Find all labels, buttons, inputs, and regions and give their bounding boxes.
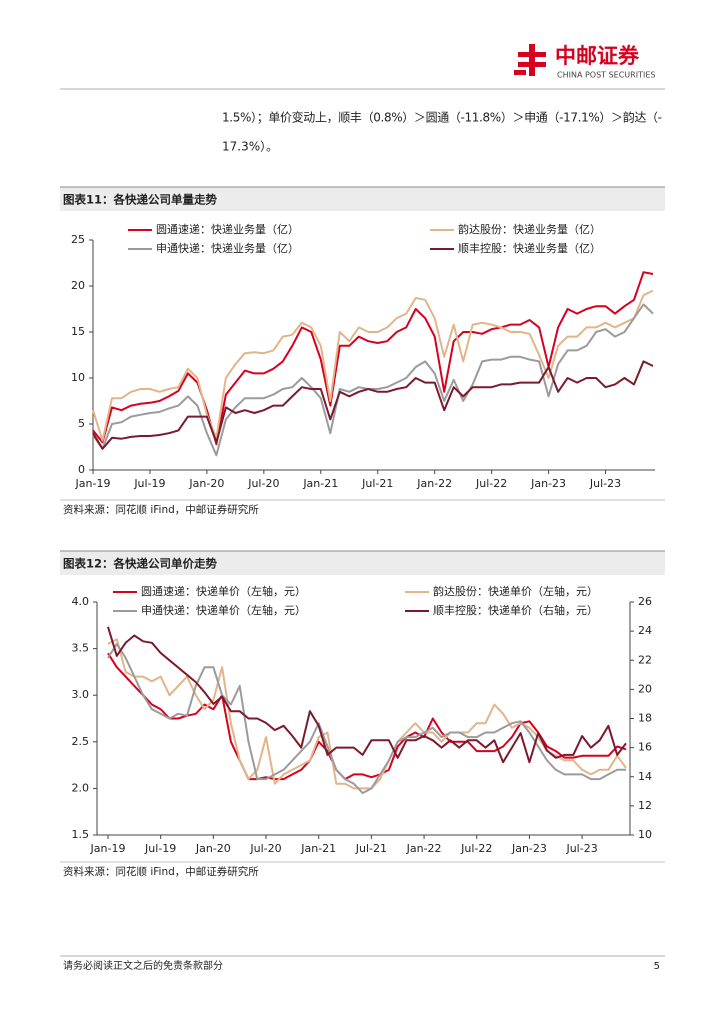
y2-tick-label: 10 [638, 828, 652, 841]
x-tick-label: Jan-19 [75, 477, 111, 490]
x-tick-label: Jul-23 [565, 842, 597, 855]
y-tick-label: 4.0 [72, 595, 90, 608]
legend-label: 韵达股份：快递业务量（亿） [458, 222, 601, 236]
y2-tick-label: 20 [638, 682, 652, 695]
logo-emblem [514, 44, 546, 76]
x-tick-label: Jan-23 [511, 842, 547, 855]
page-number: 5 [654, 961, 660, 972]
series-line [107, 638, 627, 790]
y-tick-label: 2.0 [72, 781, 90, 794]
y-tick-label: 1.5 [72, 828, 90, 841]
y-tick-label: 10 [71, 371, 85, 384]
x-tick-label: Jul-21 [361, 477, 393, 490]
legend-label: 圆通速递：快递单价（左轴，元） [141, 584, 306, 598]
series-line [92, 289, 654, 442]
x-tick-label: Jul-19 [133, 477, 165, 490]
y-tick-label: 0 [78, 463, 85, 476]
x-tick-label: Jan-20 [195, 842, 231, 855]
x-tick-label: Jul-20 [249, 842, 281, 855]
brand-en: CHINA POST SECURITIES [557, 71, 655, 80]
y-tick-label: 15 [71, 325, 85, 338]
figure-title-bar [60, 551, 665, 575]
x-tick-label: Jan-21 [302, 477, 338, 490]
figure-title-bar [60, 187, 665, 211]
x-tick-label: Jan-20 [188, 477, 224, 490]
series-line [92, 303, 654, 457]
figure-title: 图表12：各快递公司单价走势 [63, 557, 218, 571]
y-tick-label: 3.0 [72, 688, 90, 701]
y-tick-label: 5 [78, 417, 85, 430]
brand: 中邮证券 [555, 44, 640, 68]
figure-title: 图表11：各快递公司单量走势 [63, 193, 218, 207]
x-tick-label: Jul-19 [144, 842, 176, 855]
series-line [107, 626, 627, 764]
x-tick-label: Jan-19 [90, 842, 126, 855]
y2-tick-label: 12 [638, 799, 652, 812]
y-tick-label: 20 [71, 279, 85, 292]
series-line [107, 642, 626, 795]
y2-tick-label: 18 [638, 712, 652, 725]
paragraph-line: 17.3%）。 [222, 140, 278, 154]
y2-tick-label: 26 [638, 595, 652, 608]
x-tick-label: Jul-23 [589, 477, 621, 490]
y2-tick-label: 22 [638, 653, 652, 666]
y-tick-label: 2.5 [72, 735, 90, 748]
x-tick-label: Jul-22 [475, 477, 507, 490]
x-tick-label: Jan-22 [406, 842, 442, 855]
legend-label: 圆通速递：快递业务量（亿） [156, 222, 299, 236]
y-tick-label: 25 [71, 233, 85, 246]
y2-tick-label: 16 [638, 741, 652, 754]
series-line [92, 271, 654, 446]
y2-tick-label: 14 [638, 770, 652, 783]
x-tick-label: Jul-22 [460, 842, 492, 855]
figure-source: 资料来源：同花顺 iFind，中邮证券研究所 [63, 503, 259, 516]
legend-label: 韵达股份：快递单价（左轴，元） [433, 584, 598, 598]
x-tick-label: Jan-21 [300, 842, 336, 855]
footer-disclaimer: 请务必阅读正文之后的免责条款部分 [63, 959, 223, 972]
paragraph-line: 1.5%）；单价变动上，顺丰（0.8%）＞圆通（-11.8%）＞申通（-17.1… [222, 110, 662, 125]
legend-label: 申通快递：快递单价（左轴，元） [141, 603, 306, 617]
legend-label: 申通快递：快递业务量（亿） [156, 241, 299, 255]
y2-tick-label: 24 [638, 624, 652, 637]
x-tick-label: Jan-23 [530, 477, 566, 490]
legend-label: 顺丰控股：快递单价（右轴，元） [433, 603, 598, 617]
y-tick-label: 3.5 [72, 642, 90, 655]
x-tick-label: Jan-22 [416, 477, 452, 490]
series-line [92, 360, 654, 450]
legend-label: 顺丰控股：快递业务量（亿） [458, 241, 601, 255]
x-tick-label: Jul-21 [355, 842, 387, 855]
x-tick-label: Jul-20 [247, 477, 279, 490]
figure-source: 资料来源：同花顺 iFind，中邮证券研究所 [63, 865, 259, 878]
